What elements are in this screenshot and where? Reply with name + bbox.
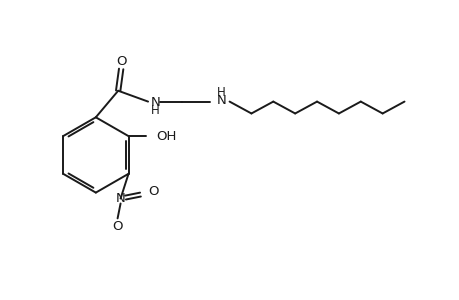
Text: H: H [151, 104, 159, 117]
Text: H: H [216, 86, 225, 99]
Text: N: N [116, 192, 125, 205]
Text: O: O [112, 220, 123, 233]
Text: OH: OH [156, 130, 176, 142]
Text: N: N [151, 96, 161, 109]
Text: N: N [216, 94, 226, 107]
Text: O: O [148, 185, 158, 198]
Text: O: O [116, 55, 126, 68]
